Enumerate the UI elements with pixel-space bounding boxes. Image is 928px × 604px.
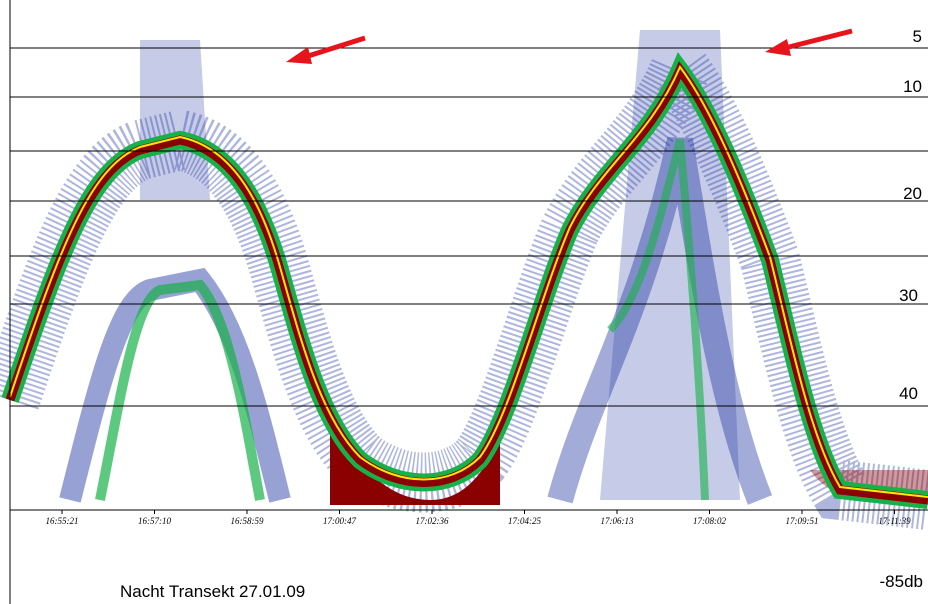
time-label: 17:04:25 <box>508 516 541 526</box>
inner-arch <box>607 139 709 501</box>
time-label: 17:08:02 <box>693 516 726 526</box>
arrow-head <box>765 39 791 56</box>
depth-label: 30 <box>899 286 918 305</box>
time-label: 17:00:47 <box>323 516 356 526</box>
scale-label: -85db <box>880 572 923 591</box>
bottom-echo <box>330 420 500 505</box>
time-label: 17:09:51 <box>786 516 819 526</box>
time-label: 17:11:39 <box>878 516 911 526</box>
time-label: 16:57:10 <box>138 516 171 526</box>
echo-band-red <box>5 61 928 505</box>
time-label: 17:02:36 <box>416 516 449 526</box>
depth-label: 10 <box>903 77 922 96</box>
arrow <box>784 28 853 51</box>
arrow-head <box>286 47 312 64</box>
arrows <box>286 28 853 64</box>
time-label: 17:06:13 <box>601 516 634 526</box>
time-labels: 16:55:21 16:57:10 16:58:59 17:00:47 17:02:36… <box>46 510 911 526</box>
echo-bottom-line <box>9 65 928 498</box>
depth-label: 40 <box>899 384 918 403</box>
echogram <box>0 10 928 530</box>
time-label: 16:55:21 <box>46 516 79 526</box>
time-label: 16:58:59 <box>231 516 264 526</box>
depth-label: 20 <box>903 184 922 203</box>
depth-label: 5 <box>913 27 922 46</box>
caption: Nacht Transekt 27.01.09 <box>120 582 305 601</box>
arrow <box>304 35 366 60</box>
